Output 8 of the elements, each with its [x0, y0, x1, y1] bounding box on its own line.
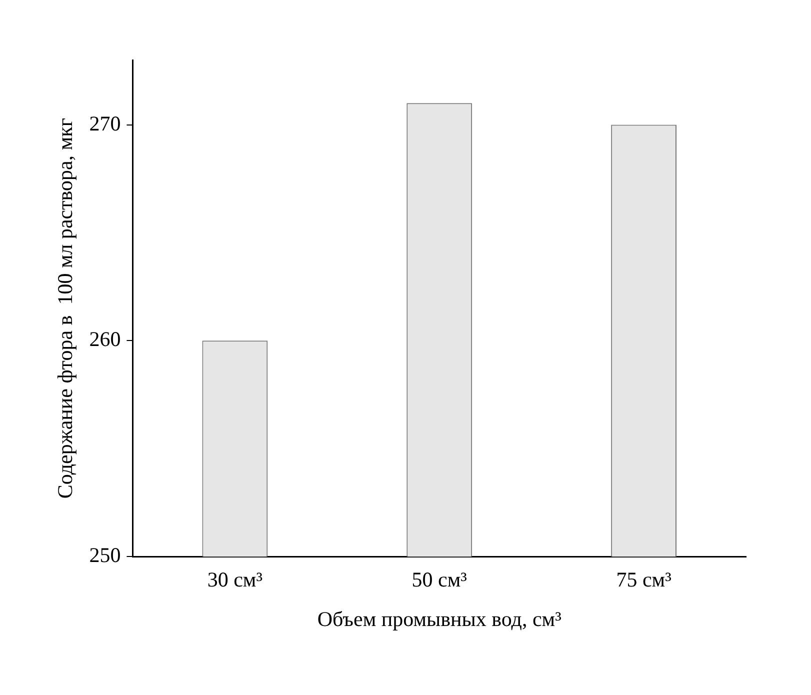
x-tick-label: 30 см³: [207, 568, 262, 592]
x-tick-label: 75 см³: [616, 568, 672, 592]
y-axis-title: Содержание фтора в 100 мл раствора, мкг: [53, 118, 78, 499]
x-tick-label: 50 см³: [412, 568, 467, 592]
x-axis-title: Объем промывных вод, см³: [317, 606, 562, 631]
y-tick-label: 250: [89, 543, 121, 568]
y-tick-label: 260: [89, 327, 121, 352]
y-tick-label: 270: [89, 111, 121, 136]
